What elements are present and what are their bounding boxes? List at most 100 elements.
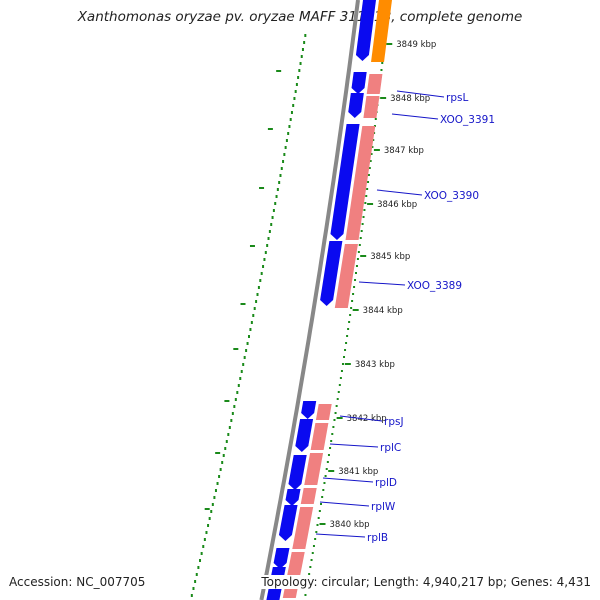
gene-arrow[interactable] [351,72,367,94]
gc-dot [356,258,359,260]
gene-arrow[interactable] [355,0,376,61]
genome-backbone [259,0,360,600]
cds-bar[interactable] [345,126,376,240]
cds-bar[interactable] [300,488,317,504]
gc-dot [230,419,233,422]
cds-bar[interactable] [363,96,380,118]
gc-dot [300,55,303,58]
gc-content-track [190,34,387,597]
gene-label[interactable]: rplB [367,532,388,544]
gene-arrow[interactable] [273,548,290,569]
gc-dot [361,223,364,225]
cds-bar[interactable] [315,404,332,420]
feature-track [266,0,392,600]
gene-label[interactable]: rplW [371,501,396,513]
gene-arrow[interactable] [301,401,317,419]
cds-bar[interactable] [310,423,329,450]
gc-dot [247,335,250,338]
gc-dot [280,167,283,170]
gc-dot [239,377,242,380]
tick-label: 3840 kbp [330,520,370,530]
gc-dot [213,496,216,499]
gc-dash [276,70,282,72]
gene-arrow[interactable] [330,124,360,240]
gc-dash [267,128,273,130]
gc-dot [237,384,240,387]
gc-dot [369,160,372,162]
gene-arrow[interactable] [320,241,343,306]
gc-dot [320,503,323,505]
gene-leader-line [376,189,423,196]
gc-dot [236,391,239,394]
gc-dot [202,545,205,548]
gene-label[interactable]: XOO_3389 [407,280,462,292]
gc-dot [260,272,263,275]
gene-arrow[interactable] [288,455,307,490]
gc-dot [367,174,370,176]
gc-dot [199,559,202,562]
gc-dash [259,187,265,189]
gene-leader-line [329,443,379,448]
gene-leader-line [315,533,366,538]
gc-dot [222,454,225,457]
gc-dot [359,237,362,239]
tick-mark [344,363,351,365]
gc-dot [366,188,369,190]
gene-arrow[interactable] [278,505,298,541]
gc-dot [234,398,237,401]
gene-leader-line [319,501,370,507]
gc-dot [253,307,256,310]
gene-arrow[interactable] [285,489,301,506]
gc-dot [295,83,298,86]
gc-dot [264,251,267,254]
gc-dot [364,202,367,204]
gc-dot [292,104,295,107]
gc-dot [329,447,332,449]
gc-dot [338,384,341,386]
gc-dot [289,118,292,121]
gc-dot [194,580,197,583]
gene-label[interactable]: rplC [380,442,401,454]
gc-dot [352,293,355,295]
gc-dot [346,335,349,337]
cds-bar[interactable] [292,507,314,549]
tick-label: 3845 kbp [370,252,410,262]
gene-arrow[interactable] [295,419,314,452]
gc-dot [192,587,195,590]
genome-summary-text: Topology: circular; Length: 4,940,217 bp… [257,575,591,589]
tick-mark [380,97,387,99]
gene-label[interactable]: XOO_3391 [440,114,495,126]
gc-dot [381,62,384,64]
gene-label[interactable]: XOO_3390 [424,190,479,202]
gene-arrow[interactable] [348,93,364,118]
gc-dot [340,370,343,372]
gc-dot [271,216,274,219]
gc-dot [363,209,366,211]
gene-label[interactable]: rplD [375,477,397,489]
gene-label[interactable]: rpsJ [384,416,404,428]
gc-dot [190,594,193,597]
gc-dot [326,461,329,463]
gene-leader-line [391,113,439,120]
gc-dot [219,468,222,471]
gc-dot [341,363,344,365]
tick-mark [328,470,335,472]
gene-label[interactable]: rpsL [446,92,468,104]
tick-mark [336,417,343,419]
gc-dash [215,452,221,454]
gc-dot [270,223,273,226]
gc-dot [283,153,286,156]
gc-dot [282,160,285,163]
gc-dot [374,118,377,120]
cds-bar[interactable] [334,244,358,308]
gc-dot [263,258,266,261]
cds-bar[interactable] [371,0,392,62]
gc-dot [312,545,315,547]
cds-bar[interactable] [366,74,383,94]
gc-dot [267,237,270,240]
cds-bar[interactable] [304,453,324,485]
gc-dot [367,181,370,183]
gc-dot [308,573,311,575]
gc-dot [233,405,236,408]
